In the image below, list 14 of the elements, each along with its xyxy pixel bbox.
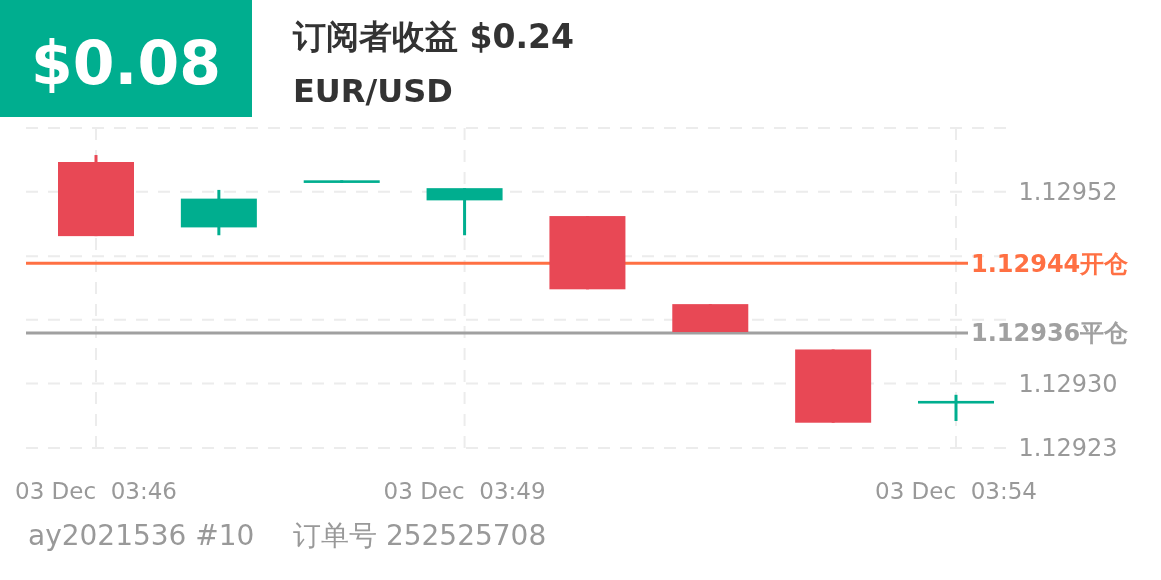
- text: 订单号 252525708: [293, 519, 547, 552]
- ref-line-label: 1.12936平仓: [971, 319, 1130, 348]
- text: ay2021536 #10: [28, 519, 255, 552]
- y-tick-label: 1.12923: [1018, 434, 1118, 463]
- text: $0.08: [31, 28, 221, 98]
- candlestick: [918, 393, 994, 421]
- y-tick-label: 1.12952: [1018, 178, 1118, 207]
- chart-subtitle: EUR/USD: [293, 72, 453, 110]
- x-tick-label: 03 Dec 03:54: [875, 478, 1037, 504]
- ref-line-label: 1.12944开仓: [971, 249, 1130, 278]
- y-tick-label: 1.12930: [1018, 369, 1118, 398]
- x-tick-label: 03 Dec 03:46: [15, 478, 177, 504]
- x-tick-label: 03 Dec 03:49: [383, 478, 546, 504]
- chart-title: 订阅者收益 $0.24: [292, 17, 574, 56]
